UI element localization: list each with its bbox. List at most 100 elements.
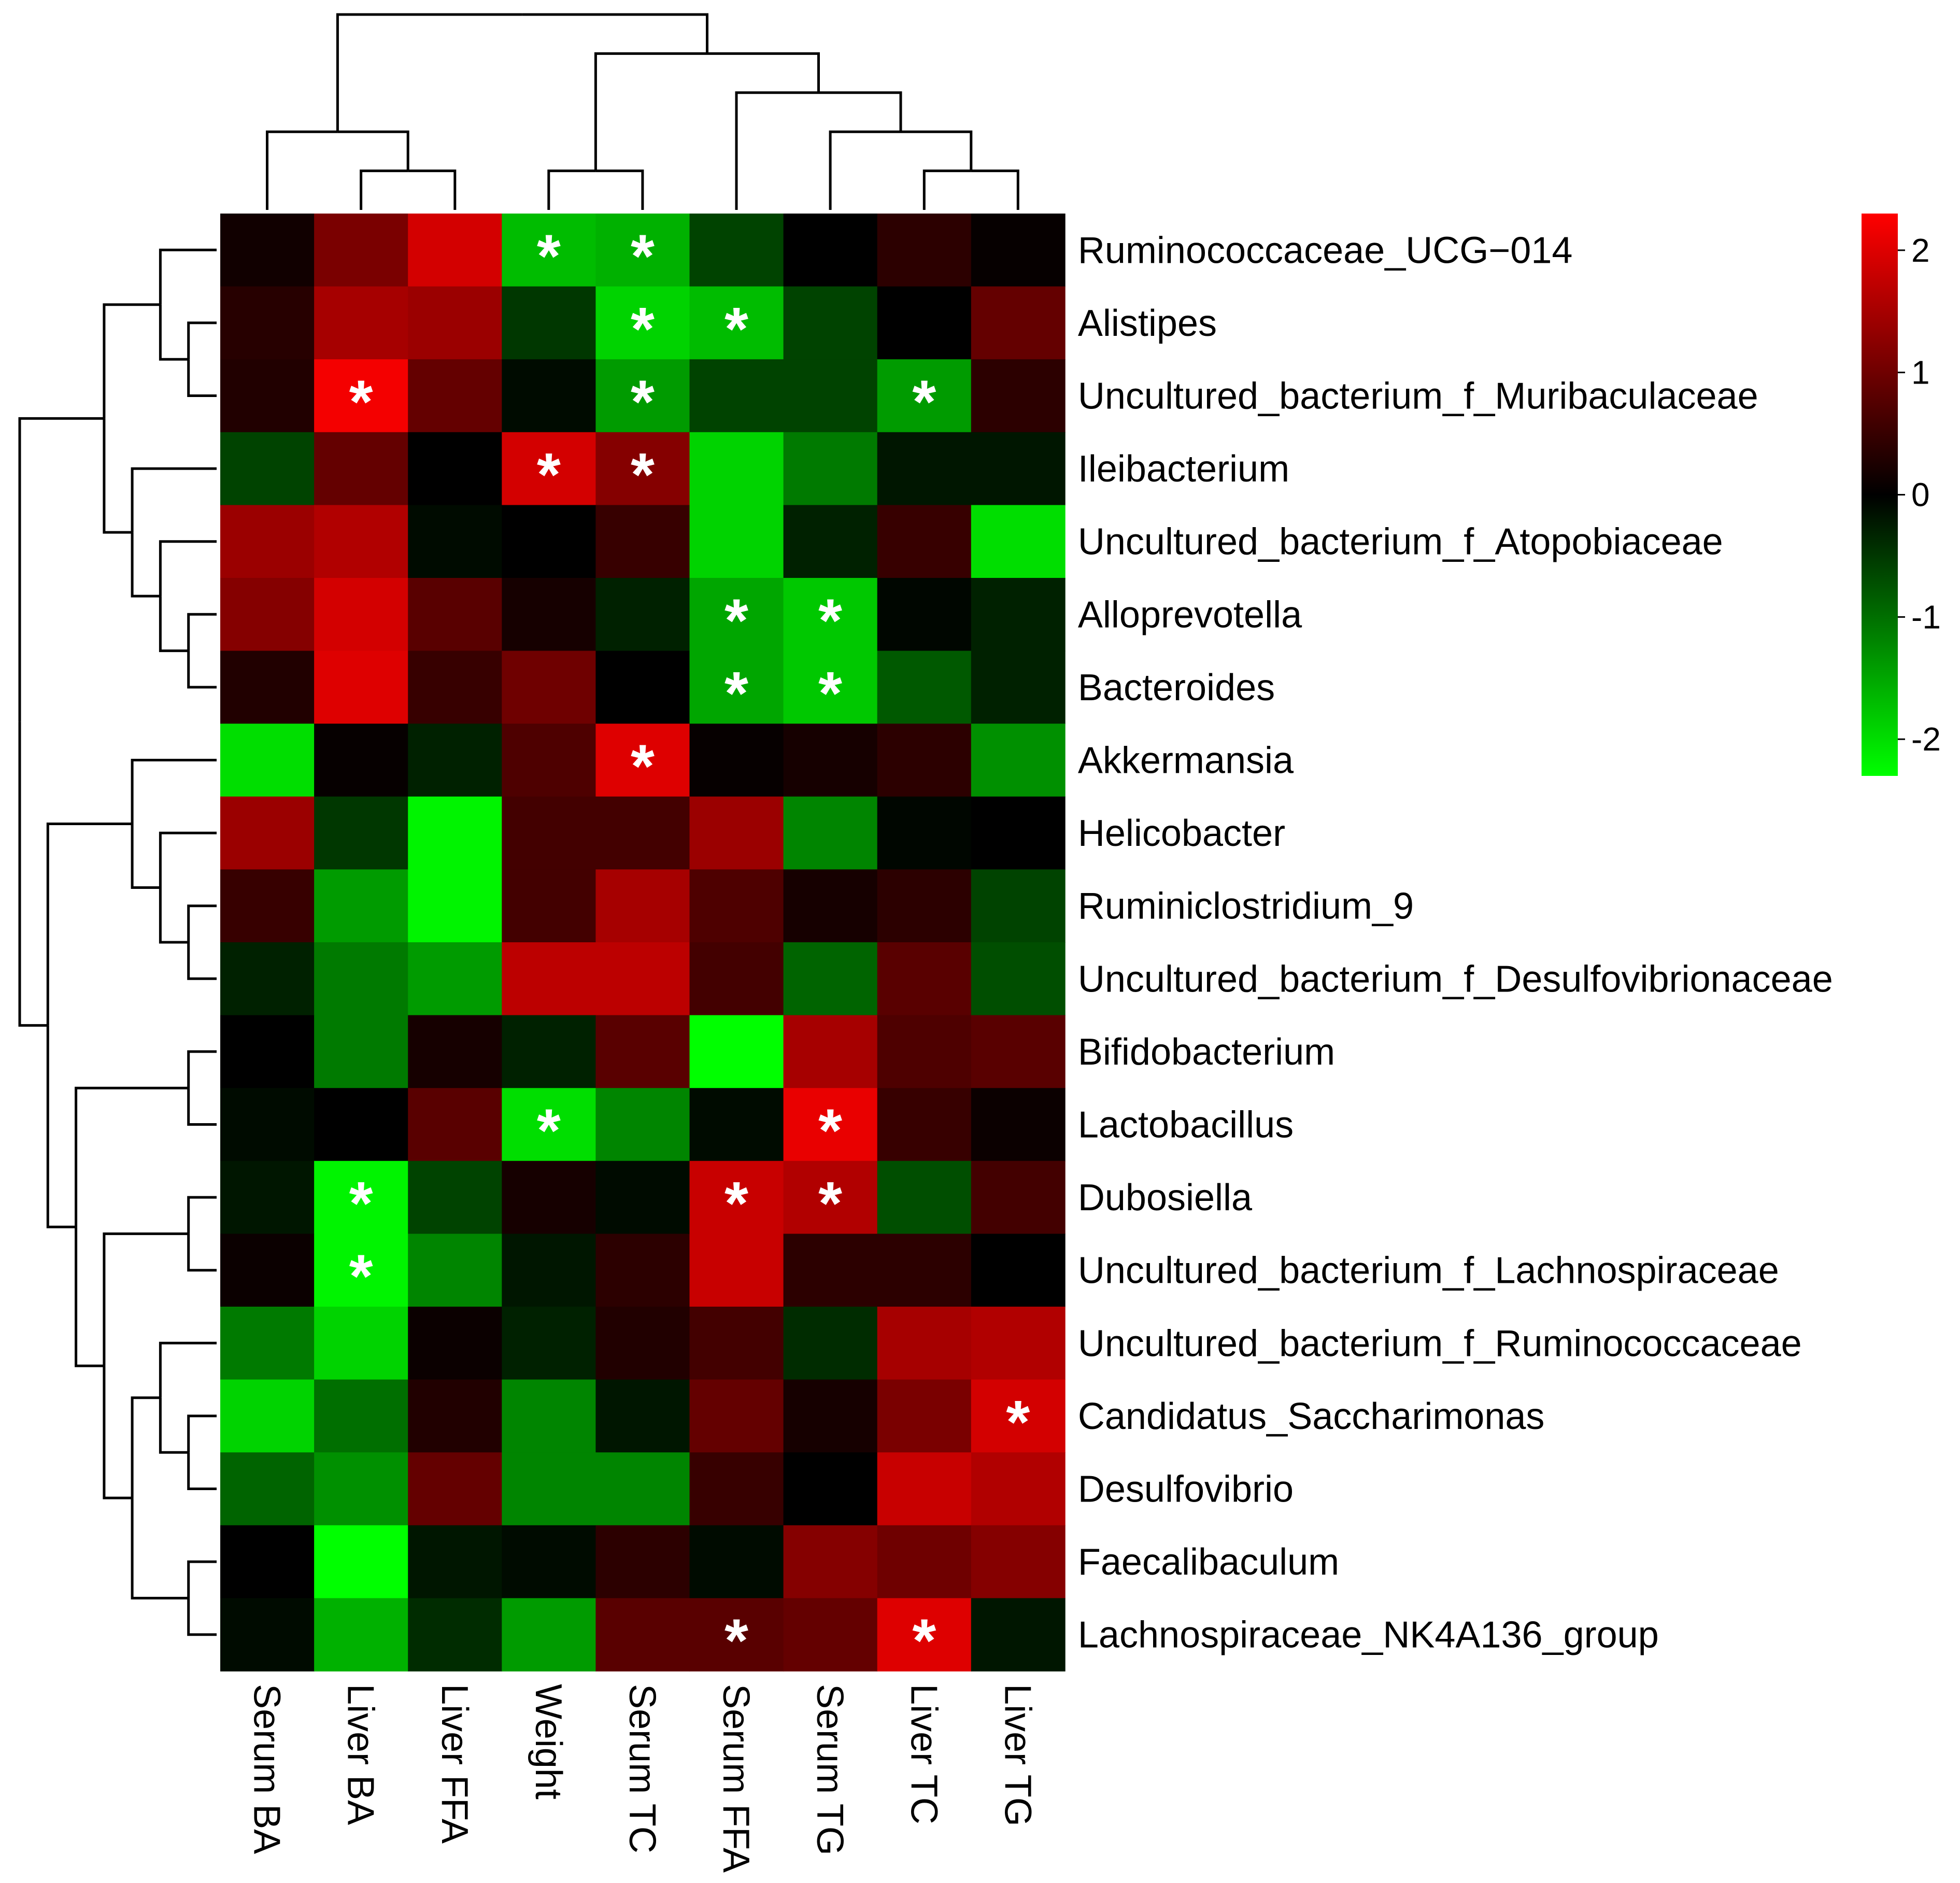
heatmap-cell [314,1598,408,1672]
heatmap-cell [502,505,596,578]
heatmap-cell [220,1160,315,1235]
dendrogram-branch [187,1088,217,1126]
heatmap-cell [595,942,690,1016]
heatmap-cell [314,505,408,578]
heatmap-cell [783,1452,878,1526]
legend-tick-label: 2 [1911,232,1930,269]
heatmap-cell [502,1525,596,1599]
heatmap-cell [689,359,784,433]
dendrogram-branch [187,1560,217,1598]
heatmap-cell [971,869,1066,943]
heatmap-cell [502,1379,596,1453]
heatmap-cell [877,359,972,433]
dendrogram-branch [46,823,133,1026]
heatmap-cell [783,942,878,1016]
row-label: Ruminococcaceae_UCG−014 [1078,230,1573,271]
heatmap-cell [783,505,878,578]
heatmap-cell [877,505,972,578]
heatmap-cell [783,578,878,652]
dendrogram-branch [901,130,973,171]
dendrogram-branch [75,1227,104,1367]
heatmap-cell [220,650,315,724]
heatmap-cell [877,1379,972,1453]
heatmap-cell [689,432,784,506]
dendrogram-branch [18,721,48,1027]
heatmap-cell [408,1307,503,1380]
dendrogram-branch [266,130,338,210]
dendrogram-branch [131,824,161,889]
heatmap-cell [595,1379,690,1453]
dendrogram-branch [707,52,820,93]
heatmap-cell [502,1160,596,1235]
dendrogram-branch [103,418,133,534]
dendrogram-branch [187,321,217,360]
heatmap-cell [595,1088,690,1162]
heatmap-cell [408,1088,503,1162]
dendrogram-branch [46,1025,76,1228]
heatmap-cell [314,1525,408,1599]
legend-tick-label: -2 [1911,720,1941,758]
dendrogram-branch [159,596,189,653]
heatmap-cell [502,869,596,943]
heatmap-cell [314,1234,408,1307]
heatmap-cell [314,1379,408,1453]
dendrogram-branch [131,759,217,824]
heatmap-cell [971,1525,1066,1599]
heatmap-cell [220,942,315,1016]
heatmap-cell [877,724,972,797]
dendrogram-branch [187,359,217,397]
dendrogram-branch [103,303,161,419]
row-label: Alloprevotella [1078,594,1302,635]
column-dendrogram [266,13,1019,210]
heatmap-cell [502,796,596,870]
heatmap-cell [783,432,878,506]
dendrogram-branch [103,1366,133,1499]
heatmap-cell [783,286,878,360]
dendrogram-branch [595,169,644,210]
row-label: Uncultured_bacterium_f_Lachnospiraceae [1078,1250,1779,1292]
significance-star: * [912,368,936,436]
column-label: Weight [528,1684,569,1800]
heatmap-cell [971,1234,1066,1307]
significance-star: * [349,368,373,436]
heatmap-cell [408,1452,503,1526]
heatmap-cell [877,286,972,360]
heatmap-cell [689,1525,784,1599]
heatmap-cell [595,1525,690,1599]
row-label: Uncultured_bacterium_f_Atopobiaceae [1078,521,1723,563]
heatmap-cell [783,1307,878,1380]
heatmap-cell [314,650,408,724]
row-label: Uncultured_bacterium_f_Ruminococcaceae [1078,1323,1802,1364]
heatmap-cell [783,1379,878,1453]
heatmap-cell [314,1307,408,1380]
heatmap-cell [595,724,690,797]
heatmap-cell [408,942,503,1016]
row-label: Dubosiella [1078,1177,1253,1219]
heatmap-cell [877,650,972,724]
dendrogram-branch [522,13,708,54]
heatmap-cell [877,1452,972,1526]
heatmap-cell [314,869,408,943]
heatmap-cell [220,286,315,360]
row-labels: Ruminococcaceae_UCG−014 Alistipes Uncultur… [1078,230,1833,1655]
heatmap-cell [689,869,784,943]
heatmap-cell [408,432,503,506]
dendrogram-branch [131,532,161,598]
heatmap-cell [220,1525,315,1599]
heatmap-cell [220,1088,315,1162]
heatmap-cell [877,1160,972,1235]
column-label: Liver TC [903,1684,944,1824]
row-label: Faecalibaculum [1078,1541,1339,1583]
dendrogram-branch [159,1341,217,1398]
heatmap-cell [971,578,1066,652]
heatmap-cell [689,796,784,870]
heatmap-cell [595,286,690,360]
heatmap-cell [220,869,315,943]
significance-star: * [631,222,655,290]
row-label: Akkermansia [1078,740,1294,782]
heatmap-cell [877,1088,972,1162]
row-label: Ileibacterium [1078,448,1289,490]
significance-star: * [818,1097,842,1165]
heatmap-cell [595,650,690,724]
heatmap-cell [314,286,408,360]
